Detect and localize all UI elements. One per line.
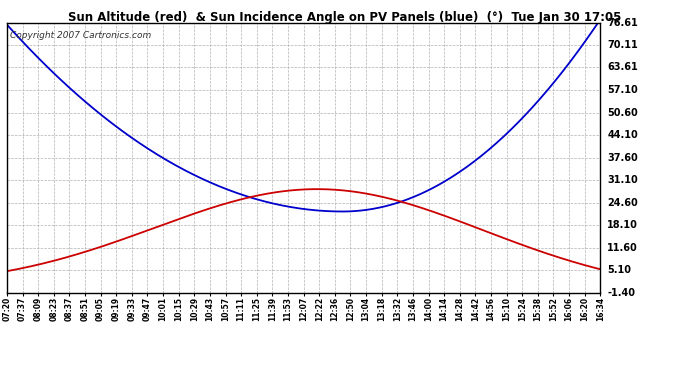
Text: 70.11: 70.11 bbox=[607, 40, 638, 50]
Text: 57.10: 57.10 bbox=[607, 85, 638, 95]
Text: 37.60: 37.60 bbox=[607, 153, 638, 162]
Text: 11.60: 11.60 bbox=[607, 243, 638, 252]
Text: 63.61: 63.61 bbox=[607, 63, 638, 72]
Text: 5.10: 5.10 bbox=[607, 265, 631, 275]
Text: 50.60: 50.60 bbox=[607, 108, 638, 117]
Text: 24.60: 24.60 bbox=[607, 198, 638, 207]
Text: 76.61: 76.61 bbox=[607, 18, 638, 27]
Text: -1.40: -1.40 bbox=[607, 288, 635, 297]
Text: 44.10: 44.10 bbox=[607, 130, 638, 140]
Text: 18.10: 18.10 bbox=[607, 220, 638, 230]
Text: Sun Altitude (red)  & Sun Incidence Angle on PV Panels (blue)  (°)  Tue Jan 30 1: Sun Altitude (red) & Sun Incidence Angle… bbox=[68, 11, 622, 24]
Text: 31.10: 31.10 bbox=[607, 175, 638, 185]
Text: Copyright 2007 Cartronics.com: Copyright 2007 Cartronics.com bbox=[10, 31, 151, 40]
